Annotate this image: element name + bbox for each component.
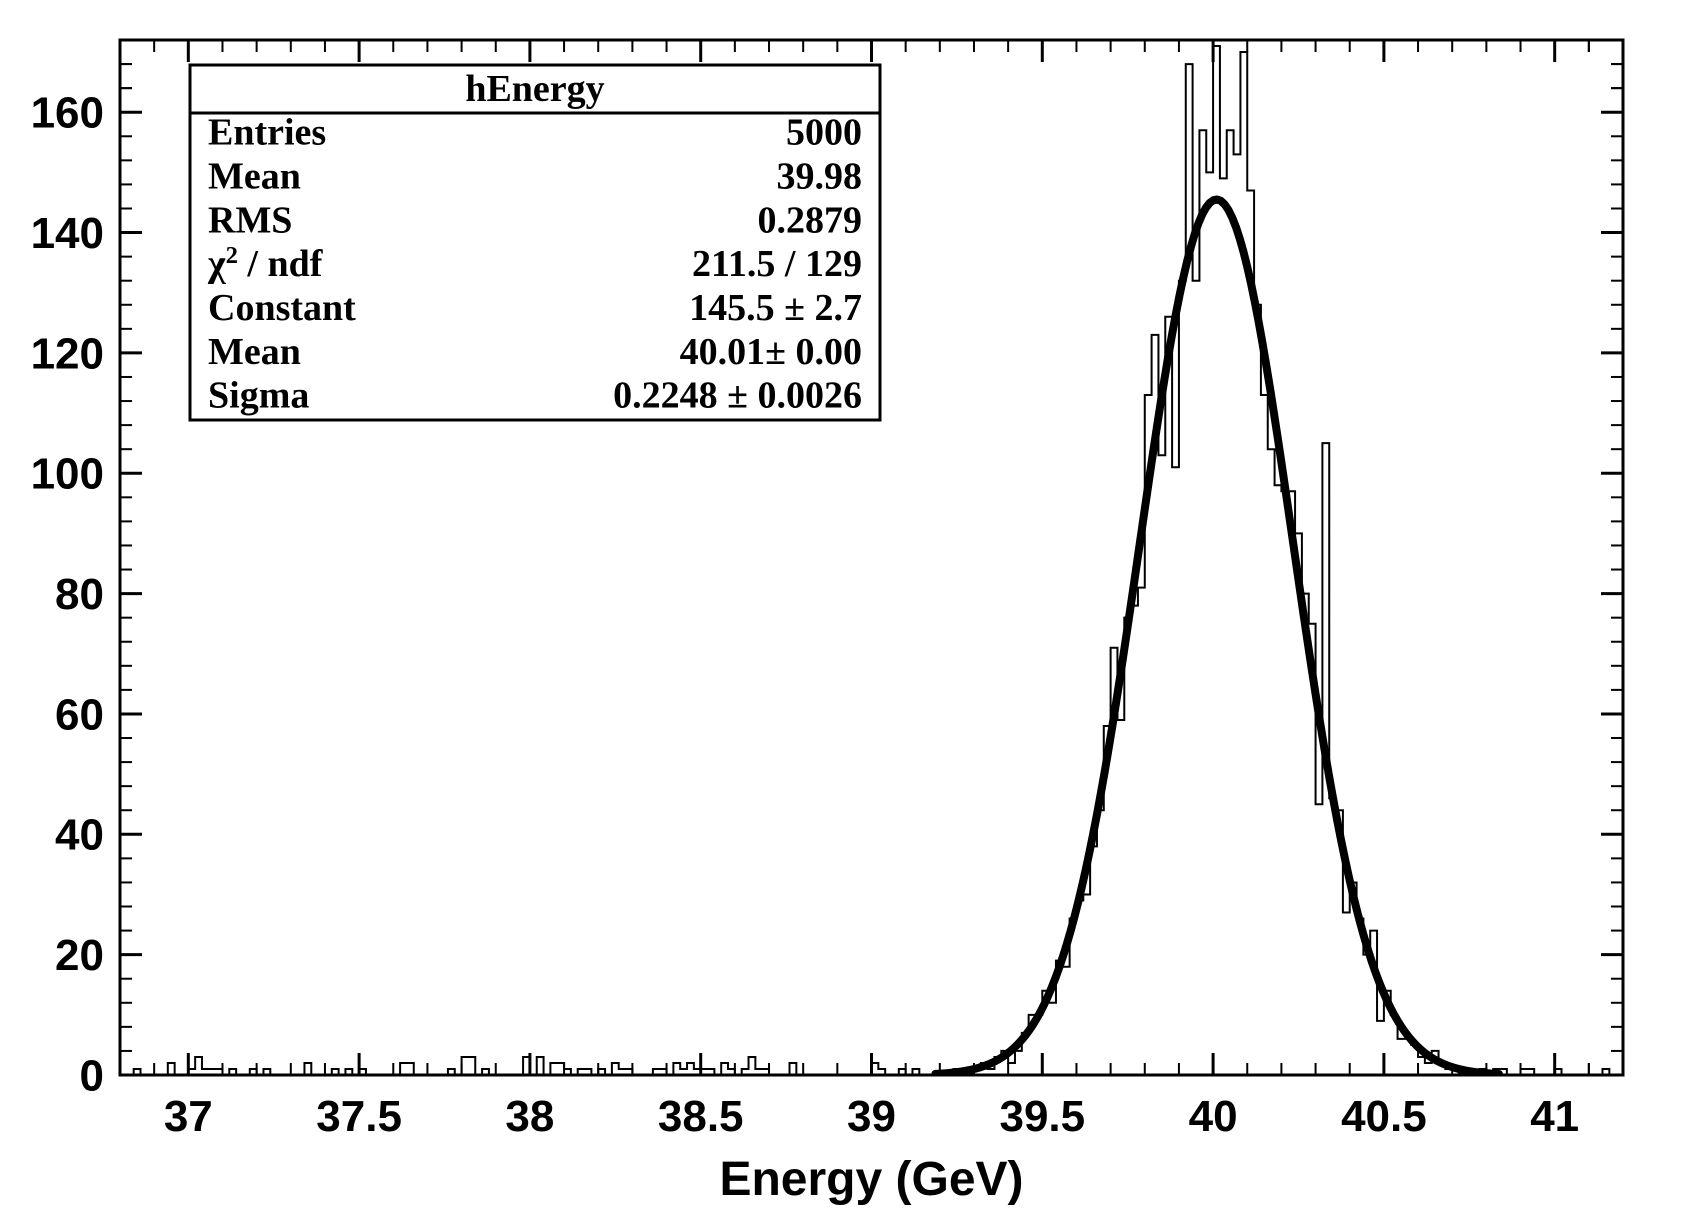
svg-text:37: 37 xyxy=(164,1092,213,1141)
svg-text:120: 120 xyxy=(31,329,104,378)
svg-text:60: 60 xyxy=(55,690,104,739)
svg-text:20: 20 xyxy=(55,931,104,980)
stats-row-label: Constant xyxy=(208,287,356,329)
svg-text:38.5: 38.5 xyxy=(658,1092,744,1141)
svg-text:40: 40 xyxy=(1189,1092,1238,1141)
svg-text:40.5: 40.5 xyxy=(1341,1092,1427,1141)
svg-text:40: 40 xyxy=(55,811,104,860)
stats-box-title: hEnergy xyxy=(465,68,604,110)
svg-text:39: 39 xyxy=(847,1092,896,1141)
svg-text:41: 41 xyxy=(1530,1092,1579,1141)
stats-row-label: RMS xyxy=(208,199,292,241)
svg-text:160: 160 xyxy=(31,89,104,138)
stats-row-label: Mean xyxy=(208,331,301,373)
stats-row-value: 145.5 ± 2.7 xyxy=(689,287,862,329)
plot-svg: 37 37.5 38 38.5 39 39.5 40 40.5 41 0 20 40 60 80 100 12… xyxy=(0,0,1683,1215)
svg-text:80: 80 xyxy=(55,570,104,619)
x-axis-label: Energy (GeV) xyxy=(719,1153,1023,1206)
stats-row-value: 40.01± 0.00 xyxy=(680,331,862,373)
svg-text:100: 100 xyxy=(31,450,104,499)
stats-row-value: 0.2879 xyxy=(758,199,863,241)
histogram-plot: 37 37.5 38 38.5 39 39.5 40 40.5 41 0 20 40 60 80 100 12… xyxy=(0,0,1683,1215)
stats-row-label: Entries xyxy=(208,112,326,154)
svg-text:38: 38 xyxy=(505,1092,554,1141)
stats-row-label: Sigma xyxy=(208,375,309,417)
stats-row-value: 211.5 / 129 xyxy=(692,243,862,285)
svg-text:140: 140 xyxy=(31,209,104,258)
stats-row-value: 0.2248 ± 0.0026 xyxy=(613,375,862,417)
svg-text:0: 0 xyxy=(80,1051,104,1100)
svg-text:39.5: 39.5 xyxy=(999,1092,1085,1141)
stats-row-label: χ2 / ndf xyxy=(207,242,324,285)
stats-row-value: 5000 xyxy=(786,112,862,154)
svg-text:37.5: 37.5 xyxy=(316,1092,402,1141)
stats-row-value: 39.98 xyxy=(777,155,863,197)
stats-row-label: Mean xyxy=(208,155,301,197)
